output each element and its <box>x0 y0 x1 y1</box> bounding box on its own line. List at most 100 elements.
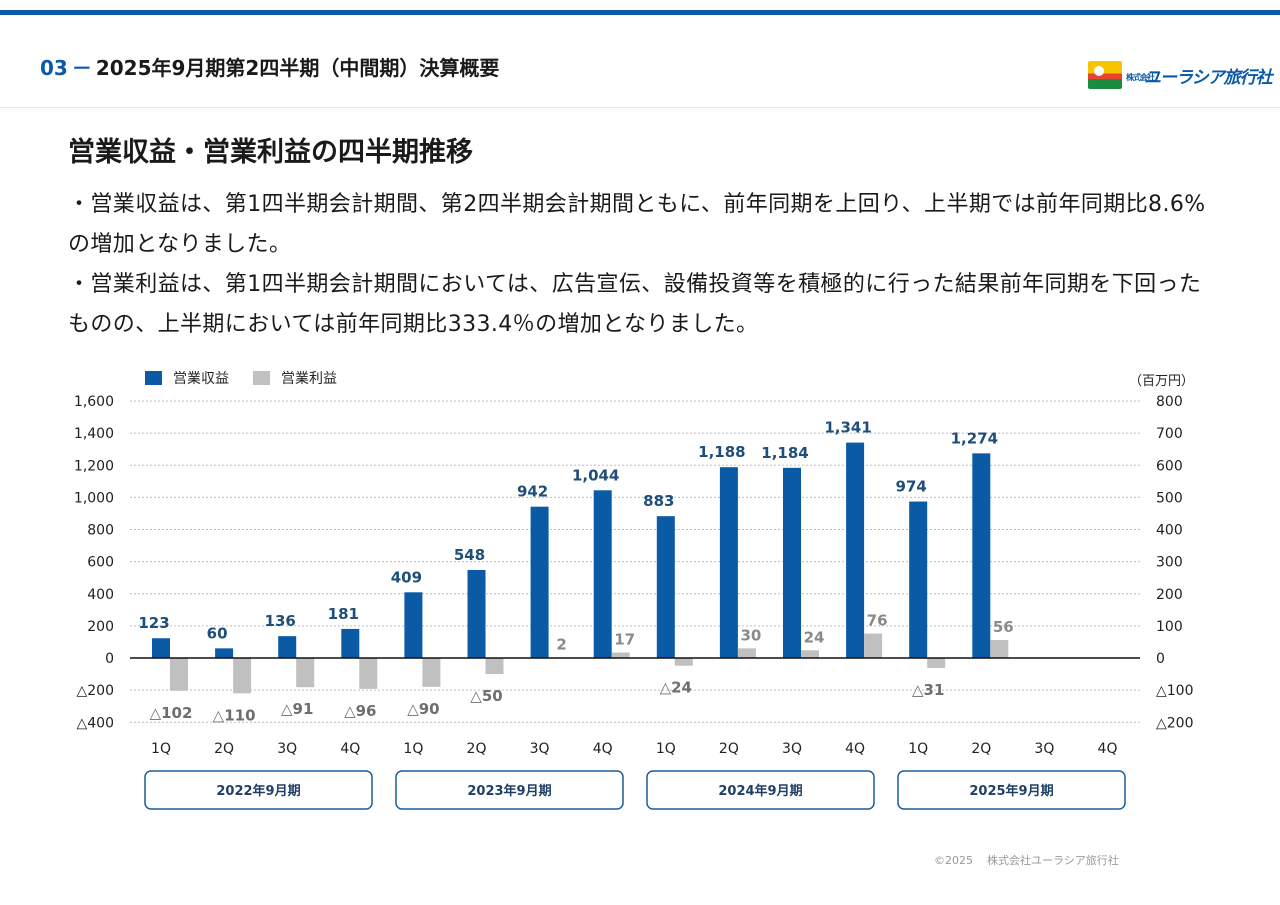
x-tick-label: 3Q <box>782 741 802 757</box>
logo-text: 株式会社ユーラシア旅行社 <box>1126 63 1273 88</box>
right-axis-tick-label: 0 <box>1156 651 1165 667</box>
revenue-data-label: 1,341 <box>824 419 871 437</box>
header-title: 03 － 2025年9月期第2四半期（中間期）決算概要 <box>40 52 499 81</box>
x-tick-label: 2Q <box>719 741 739 757</box>
legend-swatch-revenue <box>145 371 162 385</box>
legend-label-profit: 営業利益 <box>281 371 337 387</box>
unit-label: （百万円） <box>1129 374 1194 389</box>
right-axis-tick-label: 500 <box>1156 490 1183 506</box>
x-tick-label: 4Q <box>340 741 360 757</box>
fiscal-year-group-box <box>646 770 875 810</box>
fiscal-year-group-label: 2023年9月期 <box>467 783 551 799</box>
profit-bar <box>674 658 693 666</box>
quarterly-chart: 1,6001,4001,2001,0008006004002000△200△40… <box>74 371 1194 810</box>
footer-company: 株式会社ユーラシア旅行社 <box>987 854 1119 867</box>
section-title: 2025年9月期第2四半期（中間期）決算概要 <box>95 56 500 80</box>
left-axis-tick-label: 600 <box>87 555 114 571</box>
right-axis-tick-label: 600 <box>1156 458 1183 474</box>
x-tick-label: 2Q <box>467 741 487 757</box>
revenue-bar <box>404 592 423 658</box>
revenue-data-label: 409 <box>391 568 422 586</box>
left-axis-tick-label: △200 <box>77 683 115 699</box>
legend-swatch-profit <box>253 371 270 385</box>
left-axis-tick-label: 400 <box>87 587 114 603</box>
profit-bar <box>927 658 946 668</box>
fiscal-year-group-label: 2024年9月期 <box>718 783 802 799</box>
revenue-data-label: 1,184 <box>761 444 808 462</box>
revenue-data-label: 942 <box>517 483 548 501</box>
profit-data-label: 30 <box>740 626 761 644</box>
section-number: 03 <box>40 56 68 80</box>
left-axis-tick-label: 0 <box>105 651 114 667</box>
page-heading: 営業収益・営業利益の四半期推移 <box>68 137 473 168</box>
revenue-bar <box>972 453 991 658</box>
revenue-bar <box>909 501 928 658</box>
legend-label-revenue: 営業収益 <box>173 371 229 387</box>
left-axis-tick-label: 200 <box>87 619 114 635</box>
left-axis-tick-label: 1,400 <box>74 426 114 442</box>
logo-name: ユーラシア旅行社 <box>1144 67 1273 88</box>
revenue-bar <box>846 442 865 658</box>
copyright: ©2025 <box>934 854 973 867</box>
profit-bar <box>422 658 441 687</box>
x-tick-label: 1Q <box>656 741 676 757</box>
revenue-data-label: 136 <box>265 612 296 630</box>
revenue-bar <box>278 636 297 658</box>
revenue-bar <box>215 648 234 658</box>
x-tick-label: 1Q <box>151 741 171 757</box>
x-tick-label: 2Q <box>971 741 991 757</box>
profit-bar <box>990 640 1009 658</box>
right-axis-tick-label: 800 <box>1156 394 1183 410</box>
profit-data-label: 24 <box>804 628 825 646</box>
profit-bar <box>233 658 252 694</box>
revenue-bar <box>719 467 738 658</box>
x-tick-label: 3Q <box>1034 741 1054 757</box>
fiscal-year-group-box <box>144 770 373 810</box>
profit-data-label: △90 <box>407 700 439 718</box>
left-axis-tick-label: 1,200 <box>74 458 114 474</box>
profit-bar <box>170 658 188 691</box>
profit-data-label: △31 <box>912 681 944 699</box>
summary-bullet-profit: ・営業利益は、第1四半期会計期間においては、広告宣伝、設備投資等を積極的に行った… <box>68 272 1202 337</box>
revenue-data-label: 548 <box>454 546 485 564</box>
profit-data-label: △110 <box>213 706 256 724</box>
profit-bar <box>296 658 315 688</box>
profit-data-label: 17 <box>614 631 635 649</box>
x-tick-label: 4Q <box>593 741 613 757</box>
revenue-bar <box>593 490 612 658</box>
profit-data-label: △91 <box>281 700 313 718</box>
profit-data-label: △24 <box>660 679 692 697</box>
left-axis-tick-label: 800 <box>87 523 114 539</box>
section-dash: － <box>71 56 92 80</box>
profit-bar <box>801 650 819 658</box>
top-accent-bar <box>0 10 1280 15</box>
fiscal-year-group-box <box>897 770 1126 810</box>
summary-text: ・営業収益は、第1四半期会計期間、第2四半期会計期間ともに、前年同期を上回り、上… <box>68 185 1218 345</box>
revenue-data-label: 1,274 <box>951 429 998 447</box>
profit-data-label: 2 <box>556 635 566 653</box>
x-tick-label: 1Q <box>908 741 928 757</box>
profit-bar <box>611 652 630 658</box>
revenue-bar <box>783 467 801 658</box>
right-axis-tick-label: △100 <box>1156 683 1194 699</box>
revenue-bar <box>341 628 360 658</box>
header: 03 － 2025年9月期第2四半期（中間期）決算概要 株式会社ユーラシア旅行社 <box>0 15 1280 108</box>
x-tick-label: 1Q <box>403 741 423 757</box>
logo-mark-icon <box>1088 61 1122 89</box>
revenue-data-label: 1,188 <box>698 443 745 461</box>
profit-bar <box>359 658 378 689</box>
fiscal-year-group-box <box>395 770 624 810</box>
right-axis-tick-label: 100 <box>1156 619 1183 635</box>
right-axis-tick-label: 200 <box>1156 587 1183 603</box>
revenue-data-label: 123 <box>138 614 169 632</box>
x-tick-label: 3Q <box>530 741 550 757</box>
footer: ©2025 株式会社ユーラシア旅行社 <box>934 852 1119 868</box>
profit-bar <box>485 658 504 675</box>
x-tick-label: 2Q <box>214 741 234 757</box>
x-tick-label: 4Q <box>845 741 865 757</box>
company-logo: 株式会社ユーラシア旅行社 <box>1088 55 1273 95</box>
revenue-data-label: 974 <box>896 478 927 496</box>
revenue-data-label: 181 <box>328 605 359 623</box>
revenue-bar <box>152 638 170 658</box>
profit-data-label: △50 <box>470 687 502 705</box>
